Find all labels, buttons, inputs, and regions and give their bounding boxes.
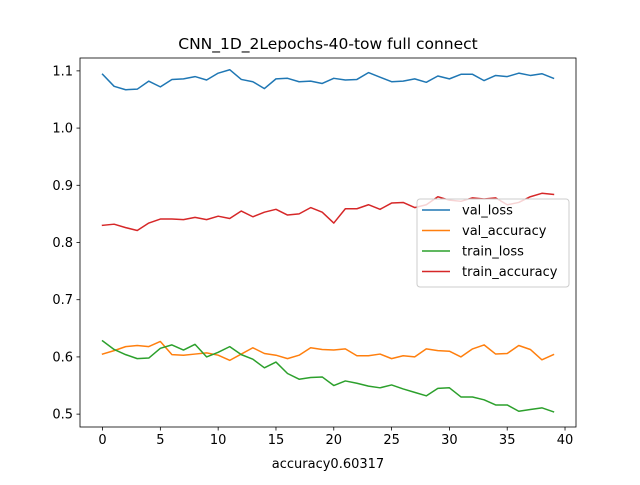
legend-label-train-accuracy: train_accuracy <box>462 265 558 280</box>
x-tick-label: 0 <box>98 433 106 448</box>
x-tick-label: 5 <box>156 433 164 448</box>
x-tick-label: 10 <box>210 433 227 448</box>
y-tick-label: 1.0 <box>52 122 73 137</box>
legend-label-val-loss: val_loss <box>462 204 513 219</box>
x-tick-label: 20 <box>326 433 343 448</box>
legend-box <box>416 198 570 288</box>
series-line-train-accuracy <box>101 192 555 232</box>
legend-label-train-loss: train_loss <box>462 245 524 260</box>
legend: val_loss val_accuracy train_loss train_accu… <box>416 198 570 288</box>
x-tick-label: 25 <box>383 433 400 448</box>
axes-layer: 0 5 10 15 20 25 30 35 40 0.5 0.6 0.7 0.8 0.9 1.0 1.1 <box>52 57 577 448</box>
x-axis-label: accuracy0.60317 <box>272 457 384 472</box>
y-tick-label: 0.7 <box>52 293 73 308</box>
series-line-train-loss <box>101 339 555 413</box>
y-tick-label: 0.9 <box>52 179 73 194</box>
chart-title: CNN_1D_2Lepochs-40-tow full connect <box>178 35 478 54</box>
series-line-val-accuracy <box>101 340 555 362</box>
y-tick-label: 1.1 <box>52 64 73 79</box>
x-tick-label: 30 <box>441 433 458 448</box>
series-layer <box>101 68 555 413</box>
y-tick-label: 0.6 <box>52 350 73 365</box>
y-tick-label: 0.5 <box>52 408 73 423</box>
legend-label-val-accuracy: val_accuracy <box>462 224 547 239</box>
series-line-val-loss <box>101 68 555 91</box>
x-tick-label: 15 <box>268 433 285 448</box>
x-tick-label: 35 <box>499 433 516 448</box>
x-tick-label: 40 <box>557 433 574 448</box>
y-tick-label: 0.8 <box>52 236 73 251</box>
